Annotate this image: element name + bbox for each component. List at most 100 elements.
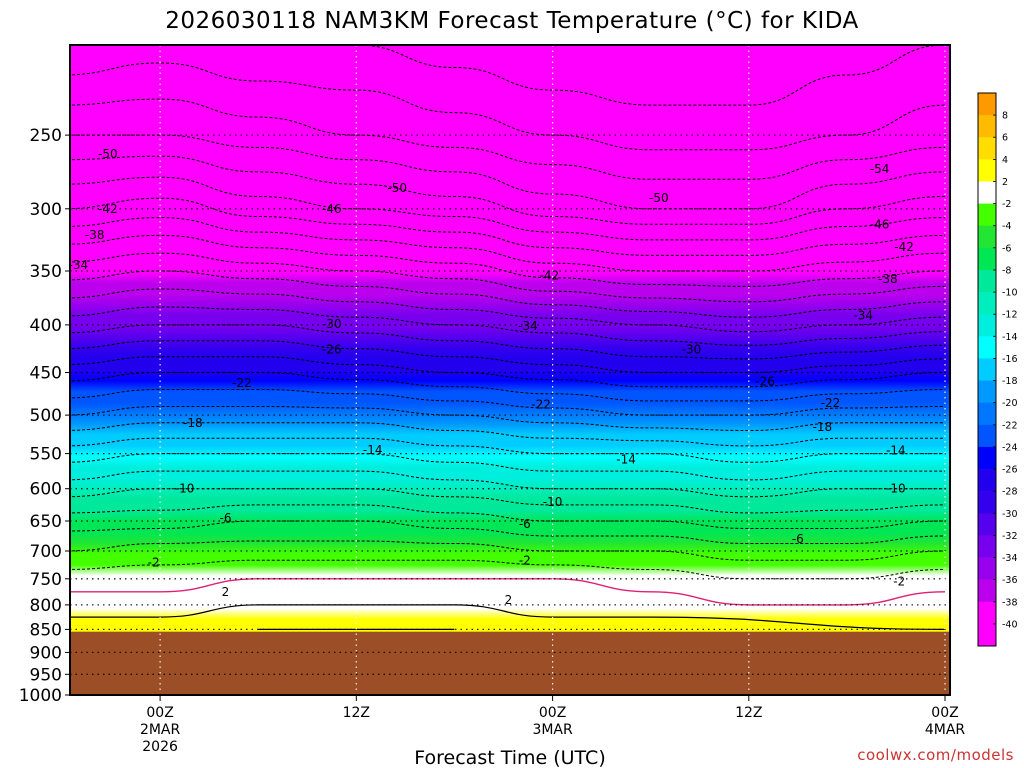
contour-label: -26 <box>322 342 342 356</box>
isotherm-minus20C <box>70 405 945 432</box>
contour-label: -6 <box>220 511 232 525</box>
colorbar-label: -16 <box>1002 354 1018 365</box>
plot-area: -50 -50 -50 -54 -42 -46 -46 -38 -42 -42 -34 -38 -34 -… <box>69 45 950 695</box>
isotherm-minus16C <box>70 437 945 463</box>
isotherm-minus50C <box>70 134 946 210</box>
y-tick-label: 900 <box>30 643 62 663</box>
isotherm-minus18C <box>70 422 945 447</box>
colorbar-swatch <box>978 269 996 293</box>
colorbar-label: -32 <box>1002 531 1018 542</box>
y-tick-label: 500 <box>30 406 62 426</box>
contour-label: -50 <box>649 191 669 205</box>
contour-labels: -50 -50 -50 -54 -42 -46 -46 -38 -42 -42 -34 -38 -34 -… <box>69 147 914 607</box>
isotherm-minus40C <box>70 234 946 287</box>
contour-label: -34 <box>853 309 873 323</box>
contour-label: -14 <box>363 443 383 457</box>
colorbar-frame <box>977 92 997 647</box>
y-tick-label: 600 <box>30 480 62 500</box>
x-tick-label: 12Z <box>343 705 370 721</box>
colorbar-swatch <box>978 601 996 625</box>
y-tick-label: 400 <box>30 316 62 336</box>
contour-label: -6 <box>792 532 804 546</box>
isotherm-minus36C <box>70 270 946 318</box>
isotherm-minus48C <box>70 155 946 225</box>
colorbar-swatch <box>978 446 996 470</box>
colorbar-swatch <box>978 402 996 426</box>
terrain-below-ground <box>70 631 950 695</box>
chart-title: 2026030118 NAM3KM Forecast Temperature (… <box>165 8 859 34</box>
colorbar-swatch <box>978 93 996 116</box>
isotherm-minus26C <box>70 356 946 388</box>
colorbar-swatch <box>978 469 996 492</box>
colorbar-label: -38 <box>1002 597 1018 608</box>
isotherm-minus6C <box>70 520 946 545</box>
contour-label: -50 <box>98 147 118 161</box>
y-tick-label: 450 <box>30 364 62 384</box>
colorbar-swatch <box>978 380 996 403</box>
contour-label: -46 <box>322 202 342 216</box>
y-tick-label: 550 <box>30 445 62 465</box>
isotherm-minus4C <box>70 540 946 561</box>
contour-label: -2 <box>893 575 905 589</box>
colorbar-swatch <box>978 225 996 249</box>
colorbar-swatch <box>978 181 996 204</box>
colorbar-label: -8 <box>1002 266 1011 277</box>
contour-label: -34 <box>69 258 89 272</box>
colorbar-swatch <box>978 336 996 359</box>
colorbar-label: -20 <box>1002 398 1018 409</box>
colorbar-swatch <box>978 292 996 315</box>
y-tick-label: 850 <box>30 620 62 640</box>
contour-label: -2 <box>519 554 531 568</box>
isotherm-minus52C <box>70 98 946 180</box>
x-tick-label: 00Z 4MAR <box>925 705 966 738</box>
contour-lines <box>70 45 946 631</box>
contour-label: 2 <box>505 593 513 607</box>
isotherm-minus22C <box>70 388 946 416</box>
colorbar-label: 6 <box>1002 133 1008 144</box>
colorbar-label: -18 <box>1002 376 1018 387</box>
colorbar-label: -28 <box>1002 487 1018 498</box>
isotherm-minus10C <box>70 488 946 514</box>
isotherm-minus24C <box>70 371 946 402</box>
contour-label: -22 <box>531 397 551 411</box>
contour-label: -22 <box>821 396 841 410</box>
isotherm-minus12C <box>70 470 945 498</box>
contour-label: -18 <box>813 420 833 434</box>
contour-label: -42 <box>98 202 118 216</box>
contour-label: -10 <box>543 495 563 509</box>
colorbar: 8 6 4 2 -2 -4 -6 -8 -10 -12 -14 -16 -18 -20 -22 -24 -26 -… <box>977 92 1018 647</box>
colorbar-swatch <box>978 557 996 580</box>
colorbar-label: -2 <box>1002 199 1011 210</box>
y-tick-label: 1000 <box>19 686 62 706</box>
contour-label: -6 <box>519 517 531 531</box>
y-tick-label: 950 <box>30 665 62 685</box>
contour-label: -10 <box>175 482 195 496</box>
contour-label: -54 <box>870 162 890 176</box>
credit-text: coolwx.com/models <box>857 746 1014 764</box>
x-tick-label: 12Z <box>735 705 762 721</box>
colorbar-swatch <box>978 535 996 558</box>
colorbar-label: -10 <box>1002 288 1018 299</box>
contour-label: -18 <box>183 416 203 430</box>
y-tick-label: 350 <box>30 262 62 282</box>
isotherm-minus2C <box>70 559 946 580</box>
contour-label: -42 <box>894 240 914 254</box>
colorbar-swatch <box>978 358 996 381</box>
colorbar-label: -22 <box>1002 420 1018 431</box>
colorbar-label: -24 <box>1002 442 1018 453</box>
isotherm-minus44C <box>70 197 946 256</box>
x-axis: 00Z 2MAR 2026 12Z 00Z 3MAR 12Z 00Z 4MAR <box>140 695 965 755</box>
isotherm-minus54C <box>70 62 946 151</box>
colorbar-swatch <box>978 623 996 647</box>
colorbar-label: -34 <box>1002 553 1018 564</box>
contour-label: 2 <box>222 585 230 599</box>
contour-label: -22 <box>232 376 252 390</box>
colorbar-swatch <box>978 115 996 138</box>
y-tick-label: 650 <box>30 512 62 532</box>
colorbar-swatch <box>978 137 996 160</box>
isotherm-minus28C <box>70 340 946 374</box>
contour-label: -50 <box>387 181 407 195</box>
colorbar-label: 4 <box>1002 155 1008 166</box>
plot-frame <box>69 44 951 696</box>
